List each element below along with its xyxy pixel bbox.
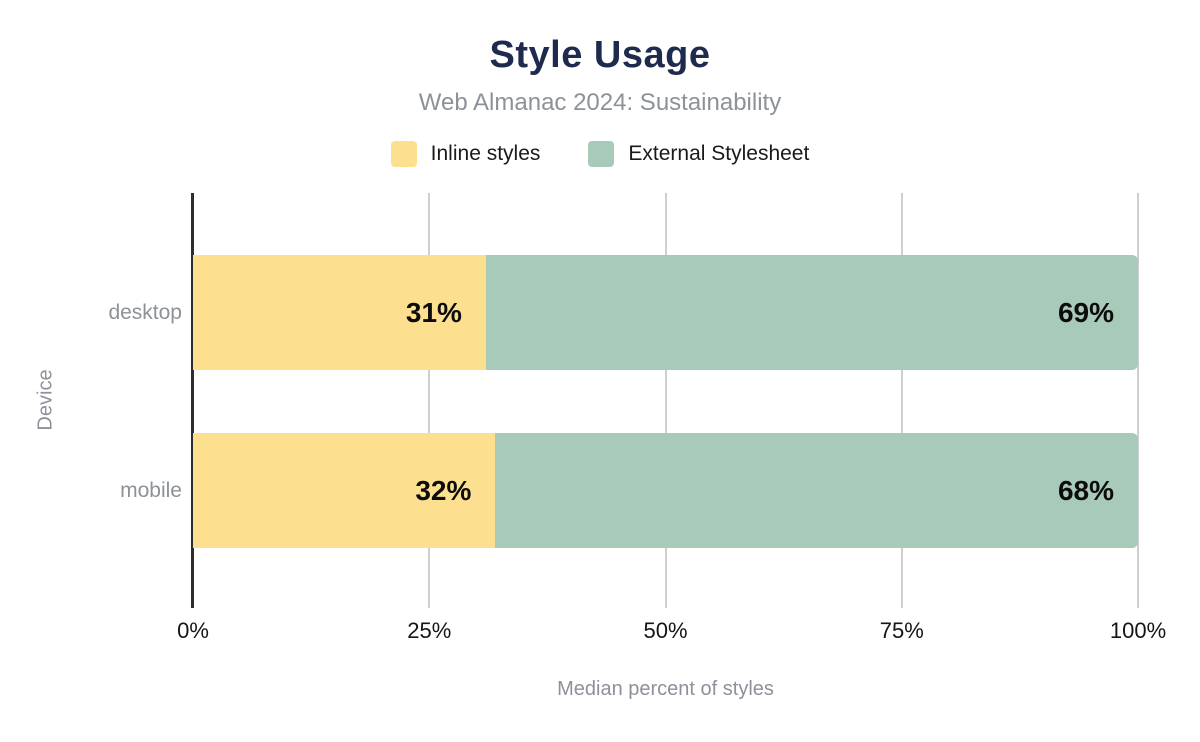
gridline [900, 193, 903, 608]
x-tick-label: 50% [643, 618, 688, 643]
legend: Inline styles External Stylesheet [0, 141, 1200, 167]
x-axis-title: Median percent of styles [557, 678, 774, 700]
chart-subtitle: Web Almanac 2024: Sustainability [418, 89, 782, 116]
bar-segment-desktop: 31% [193, 255, 486, 370]
legend-swatch-external-stylesheet [588, 141, 615, 167]
y-axis-title: Device [34, 369, 57, 431]
legend-label: External Stylesheet [628, 142, 810, 165]
legend-item-inline-styles: Inline styles [390, 141, 541, 167]
x-tick-label: 100% [1109, 618, 1167, 643]
category-label-desktop: desktop [108, 300, 182, 324]
bar-segment-mobile: 68% [495, 433, 1138, 548]
bar-value-label: 31% [405, 296, 462, 328]
legend-label: Inline styles [430, 142, 541, 165]
bar-row-mobile: 32% 68% [193, 433, 1138, 548]
category-label-mobile: mobile [120, 478, 182, 502]
bar-value-label: 69% [1057, 296, 1114, 328]
bar-value-label: 68% [1057, 474, 1114, 506]
plot-area: 0% 25% 50% 75% 100% 31% 69% desktop 32% 68% mobile [108, 193, 1166, 643]
x-tick-label: 25% [407, 618, 452, 643]
bar-row-desktop: 31% 69% [193, 255, 1138, 370]
chart-title: Style Usage [489, 34, 711, 76]
gridline [428, 193, 431, 608]
gridline [1137, 193, 1139, 608]
bar-segment-desktop: 69% [485, 255, 1138, 370]
legend-item-external-stylesheet: External Stylesheet [588, 141, 809, 167]
y-axis-line [191, 193, 194, 608]
bar-value-label: 32% [415, 474, 472, 506]
x-tick-label: 0% [177, 618, 209, 643]
x-tick-label: 75% [879, 618, 924, 643]
bar-segment-mobile: 32% [193, 433, 496, 548]
legend-swatch-inline-styles [390, 141, 417, 167]
gridline [664, 193, 667, 608]
